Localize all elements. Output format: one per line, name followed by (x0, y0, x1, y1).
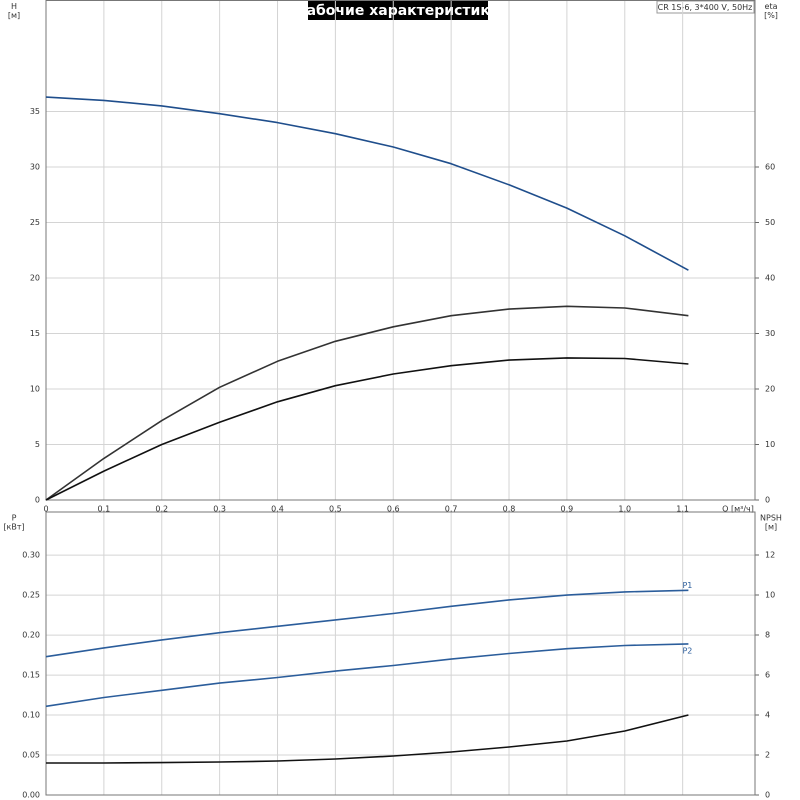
x-tick-label: 0,9 (561, 505, 574, 514)
y-tick-label: 5 (35, 440, 40, 449)
plot-frame (45, 0, 756, 501)
y2-tick-label: 40 (765, 274, 775, 283)
y-tick-label: 0 (35, 496, 40, 505)
y2-tick-label: 0 (765, 791, 770, 800)
title-box (308, 0, 488, 20)
y-axis-unit: [кВт] (3, 523, 24, 532)
y-tick-label: 20 (30, 274, 40, 283)
y-tick-label: 30 (30, 163, 40, 172)
chart-title: Рабочие характеристики (296, 3, 499, 19)
x-tick-label: 0,4 (271, 505, 284, 514)
y-axis-label: P (12, 514, 17, 523)
curve (45, 357, 689, 501)
x-axis-label: Q [м³/ч] (722, 505, 754, 514)
y-tick-label: 15 (30, 329, 40, 338)
y-tick-label: 0.05 (22, 751, 40, 760)
x-tick-label: 0,1 (98, 505, 111, 514)
y2-tick-label: 8 (765, 631, 770, 640)
y-tick-label: 0.20 (22, 631, 40, 640)
series-label: P2 (682, 646, 692, 655)
x-tick-label: 0,8 (503, 505, 516, 514)
y-tick-label: 0.15 (22, 671, 40, 680)
x-tick-label: 1,0 (618, 505, 631, 514)
y2-tick-label: 10 (765, 591, 775, 600)
x-tick-label: 0 (43, 505, 48, 514)
y-axis-label: H (11, 2, 17, 11)
y2-axis-unit: [%] (764, 11, 778, 20)
x-tick-label: 1,1 (676, 505, 689, 514)
y-tick-label: 0.10 (22, 711, 40, 720)
y-tick-label: 0.00 (22, 791, 40, 800)
y2-tick-label: 20 (765, 385, 775, 394)
y-tick-label: 10 (30, 385, 40, 394)
y2-tick-label: 10 (765, 440, 775, 449)
y2-tick-label: 4 (765, 711, 770, 720)
curve (45, 589, 689, 658)
series-label: P1 (682, 581, 692, 590)
y-tick-label: 0.30 (22, 551, 40, 560)
y-tick-label: 35 (30, 107, 40, 116)
y2-axis-label: eta (765, 2, 778, 11)
x-tick-label: 0,3 (213, 505, 226, 514)
y2-tick-label: 12 (765, 551, 775, 560)
curve (45, 305, 689, 501)
y2-tick-label: 60 (765, 163, 775, 172)
y2-tick-label: 30 (765, 329, 775, 338)
chart-subtitle: CR 1S-6, 3*400 V, 50Hz (658, 3, 753, 12)
x-tick-label: 0,2 (155, 505, 168, 514)
y2-tick-label: 6 (765, 671, 770, 680)
y-axis-unit: [м] (8, 11, 20, 20)
y2-tick-label: 50 (765, 218, 775, 227)
y2-axis-unit: [м] (765, 523, 777, 532)
curve (45, 96, 689, 271)
y2-tick-label: 0 (765, 496, 770, 505)
y2-tick-label: 2 (765, 751, 770, 760)
x-tick-label: 0,6 (387, 505, 400, 514)
x-tick-label: 0,5 (329, 505, 342, 514)
y2-axis-label: NPSH (760, 514, 782, 523)
curve (46, 714, 689, 764)
plot-frame (45, 511, 756, 796)
curve (45, 643, 689, 708)
x-tick-label: 0,7 (445, 505, 458, 514)
y-tick-label: 25 (30, 218, 40, 227)
y-tick-label: 0.25 (22, 591, 40, 600)
